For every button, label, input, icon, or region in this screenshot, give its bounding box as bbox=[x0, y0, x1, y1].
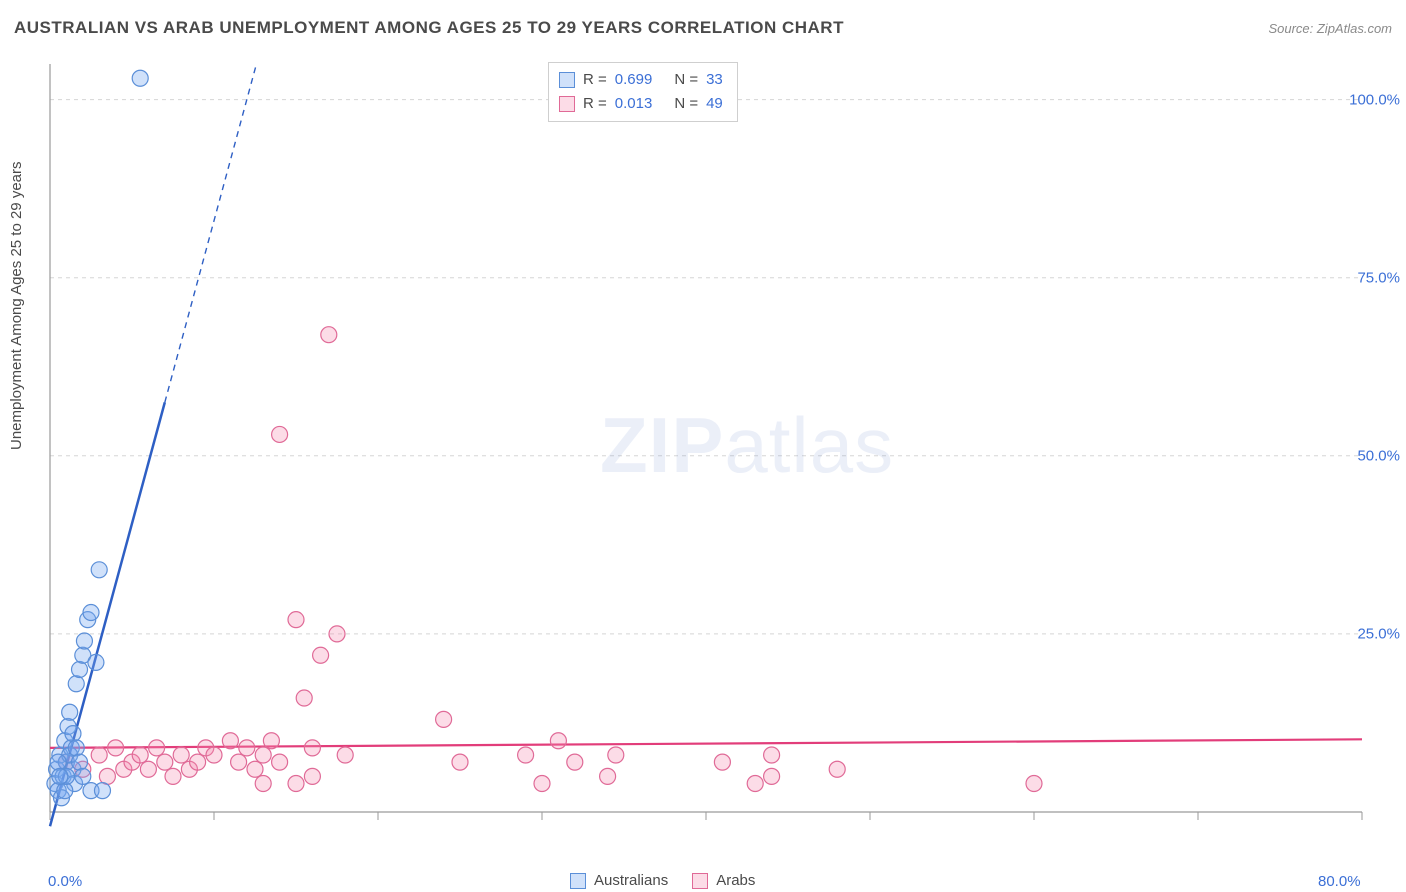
y-tick-label: 50.0% bbox=[1357, 447, 1400, 464]
legend-swatch bbox=[559, 72, 575, 88]
y-tick-label: 100.0% bbox=[1349, 91, 1400, 108]
series-legend: Australians Arabs bbox=[570, 872, 755, 889]
chart-area bbox=[46, 58, 1386, 838]
y-tick-label: 25.0% bbox=[1357, 625, 1400, 642]
chart-title: AUSTRALIAN VS ARAB UNEMPLOYMENT AMONG AG… bbox=[14, 18, 844, 38]
legend-swatch bbox=[692, 873, 708, 889]
correlation-legend-row: R =0.013N =49 bbox=[559, 92, 723, 116]
y-axis-label: Unemployment Among Ages 25 to 29 years bbox=[8, 161, 25, 450]
legend-swatch bbox=[559, 96, 575, 112]
legend-swatch bbox=[570, 873, 586, 889]
scatter-chart-svg bbox=[46, 58, 1386, 838]
x-tick-label: 80.0% bbox=[1318, 873, 1361, 890]
y-tick-label: 75.0% bbox=[1357, 269, 1400, 286]
x-tick-label: 0.0% bbox=[48, 873, 82, 890]
legend-item: Arabs bbox=[692, 872, 755, 889]
correlation-legend-row: R =0.699N =33 bbox=[559, 68, 723, 92]
correlation-legend: R =0.699N =33R =0.013N =49 bbox=[548, 62, 738, 122]
source-attribution: Source: ZipAtlas.com bbox=[1268, 21, 1392, 36]
legend-item: Australians bbox=[570, 872, 668, 889]
